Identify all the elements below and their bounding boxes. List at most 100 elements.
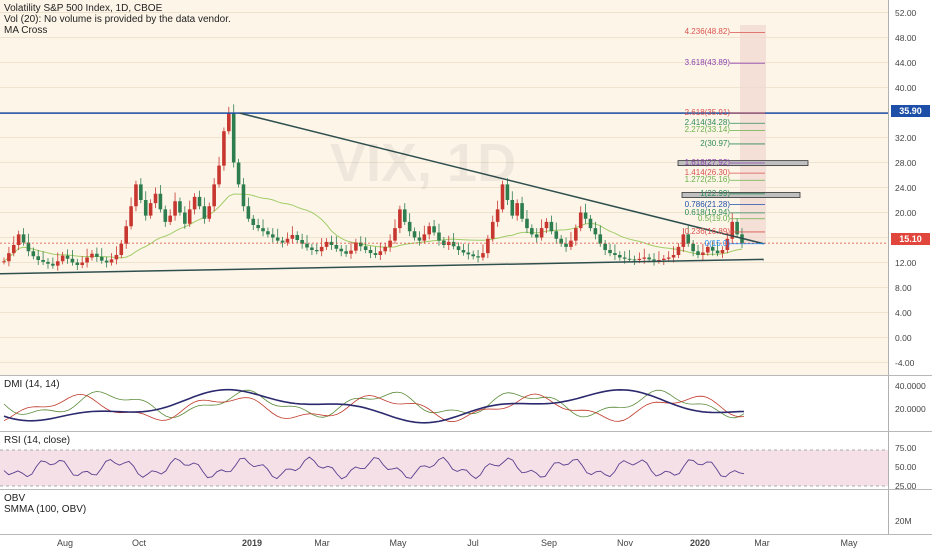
candle-body	[344, 251, 348, 254]
candle-body	[354, 242, 358, 251]
candle-body	[163, 209, 168, 222]
candle-body	[437, 232, 441, 241]
candle-body	[574, 228, 578, 241]
obv-tick: 20M	[895, 516, 912, 526]
candle-body	[622, 257, 627, 259]
main-legend: Volatility S&P 500 Index, 1D, CBOE Vol (…	[4, 3, 231, 36]
candle-body	[148, 203, 153, 216]
candle-body	[339, 248, 344, 252]
candle-body	[168, 215, 172, 222]
candle-body	[280, 240, 285, 243]
candle-body	[7, 253, 11, 262]
candle-body	[70, 258, 75, 263]
rsi-pane[interactable]: RSI (14, close)	[0, 432, 888, 489]
price-tick: 24.00	[895, 182, 917, 193]
price-tick: 12.00	[895, 257, 917, 268]
candle-body	[578, 212, 583, 229]
time-tick: 2019	[241, 538, 263, 548]
pane-separator[interactable]	[0, 375, 932, 376]
price-tick: 44.00	[895, 57, 917, 68]
candle-body	[183, 212, 187, 224]
candle-body	[652, 259, 656, 261]
candle-body	[598, 234, 603, 244]
dmi-axis[interactable]: 40.0000 20.0000	[888, 376, 932, 431]
candle-body	[402, 209, 407, 222]
candle-body	[368, 250, 373, 254]
candle-body	[647, 257, 651, 260]
dmi-tick: 20.0000	[895, 404, 926, 414]
time-tick: Sep	[540, 538, 558, 548]
candle-body	[393, 228, 397, 241]
fib-level-label: 0.5(19.0)	[697, 213, 730, 223]
candle-body	[554, 231, 559, 239]
candle-body	[613, 253, 617, 255]
pane-separator[interactable]	[0, 431, 932, 432]
candle-body	[569, 240, 573, 247]
candle-body	[271, 234, 275, 238]
candle-body	[593, 228, 598, 235]
candle-body	[583, 212, 588, 219]
fib-level-label: 3.618(43.89)	[684, 58, 730, 68]
fib-level-label: 1.414(26.30)	[684, 168, 730, 178]
candle-body	[666, 257, 671, 259]
candle-body	[637, 258, 642, 260]
candle-body	[427, 226, 432, 235]
price-tick: 48.00	[895, 32, 917, 43]
candle-body	[55, 261, 60, 266]
dmi-legend: DMI (14, 14)	[4, 379, 60, 390]
time-tick: Oct	[131, 538, 147, 548]
price-tick: -4.00	[895, 357, 915, 368]
obv-pane[interactable]: OBV SMMA (100, OBV)	[0, 490, 888, 534]
dmi-chart-svg	[3, 388, 745, 424]
trendline-lower	[0, 258, 764, 275]
candle-body	[373, 253, 378, 255]
legend-title: Volatility S&P 500 Index, 1D, CBOE	[4, 3, 163, 14]
price-tick: 20.00	[895, 207, 917, 218]
pane-separator[interactable]	[0, 489, 932, 490]
obv-axis[interactable]: 20M	[888, 490, 932, 534]
fib-level-label: 1(22.99)	[700, 188, 730, 198]
candle-body	[173, 201, 177, 216]
dmi-tick: 40.0000	[895, 381, 926, 391]
obv-legend: OBV SMMA (100, OBV)	[4, 493, 86, 515]
smma-label: SMMA (100, OBV)	[4, 504, 87, 515]
legend-volume-note: Vol (20): No volume is provided by the d…	[4, 14, 231, 25]
candle-body	[192, 196, 197, 210]
candle-body	[80, 262, 84, 265]
candle-body	[251, 218, 256, 225]
candle-body	[735, 221, 739, 235]
rsi-legend: RSI (14, close)	[4, 435, 71, 446]
price-axis[interactable]: 52.0048.0044.0040.0036.0032.0028.0024.00…	[888, 0, 932, 375]
candle-body	[388, 240, 392, 247]
adx-line	[3, 388, 745, 424]
candle-body	[588, 218, 593, 229]
candle-body	[202, 206, 207, 219]
fib-level-label: 0.786(21.28)	[684, 199, 730, 209]
candle-body	[275, 237, 280, 241]
dmi-pane[interactable]: DMI (14, 14)	[0, 376, 888, 431]
candle-body	[358, 242, 363, 247]
time-tick: Nov	[616, 538, 634, 548]
candle-body	[310, 247, 314, 250]
candle-body	[422, 234, 427, 241]
time-axis[interactable]: Aug Oct 2019 Mar May Jul Sep Nov 2020 Mar May	[0, 535, 888, 550]
price-pane[interactable]: VIX, 1D Volatility S&P 500 Index, 1D, CB…	[0, 0, 888, 375]
pane-separator	[0, 534, 932, 535]
candle-body	[657, 260, 661, 261]
price-tick: 28.00	[895, 157, 917, 168]
candle-body	[505, 184, 510, 200]
candle-body	[197, 196, 202, 207]
candle-body	[134, 184, 138, 207]
fib-level-label: 2(30.97)	[700, 138, 730, 148]
candle-body	[290, 235, 295, 239]
price-tick: 0.00	[895, 332, 912, 343]
candle-body	[300, 240, 304, 244]
time-tick: Aug	[56, 538, 74, 548]
fib-level-label: 0(15.0)	[704, 238, 730, 248]
fib-level-label: 1.272(25.16)	[684, 175, 730, 185]
rsi-axis[interactable]: 75.00 50.00 25.00	[888, 432, 932, 491]
candle-body	[95, 253, 99, 257]
candle-body	[222, 131, 226, 166]
fib-level-label: 1.618(27.92)	[684, 158, 730, 167]
candle-body	[725, 238, 730, 250]
